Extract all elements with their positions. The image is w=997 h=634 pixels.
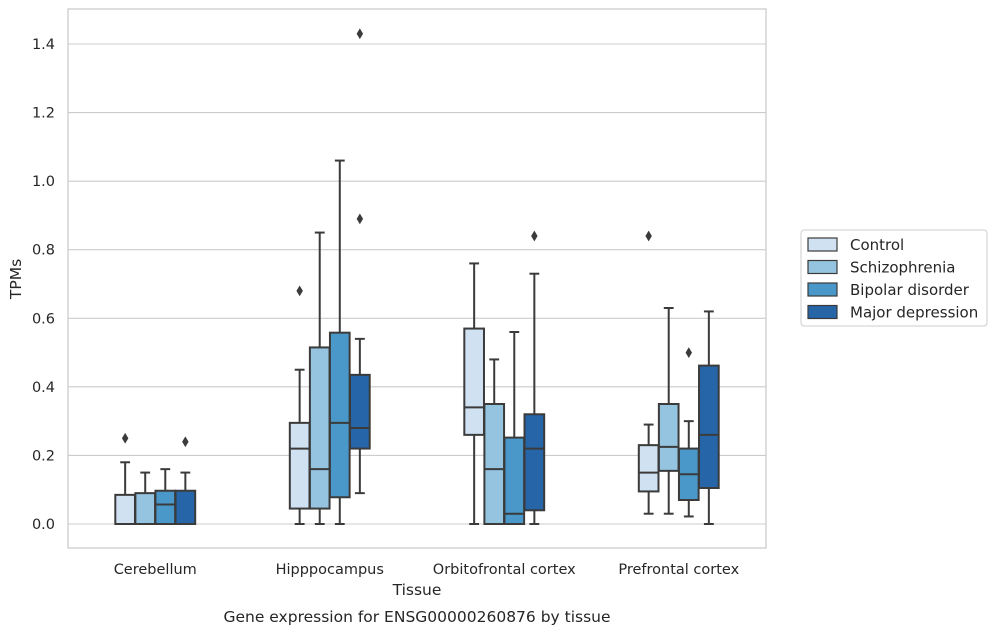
boxes <box>114 28 720 526</box>
gridlines <box>68 43 766 525</box>
box-major-depression <box>174 436 197 525</box>
x-tick-labels: Cerebellum Hipppocampus Orbitofrontal cort… <box>114 562 740 578</box>
y-tick-label: 1.4 <box>32 37 55 53</box>
outlier-point <box>356 28 364 40</box>
box-control <box>463 262 485 525</box>
legend-swatch <box>807 237 838 252</box>
y-tick-label: 0.8 <box>32 243 55 259</box>
y-tick-label: 0.6 <box>32 311 55 327</box>
box-schizophrenia <box>134 471 157 525</box>
iqr-box <box>523 413 546 512</box>
legend-swatch <box>807 259 838 275</box>
box-schizophrenia <box>657 307 680 515</box>
legend-entry: Bipolar disorder <box>807 281 970 299</box>
y-tick-label: 1.2 <box>32 106 55 122</box>
box-major-depression <box>349 28 371 495</box>
box-bipolar-disorder <box>154 468 177 525</box>
iqr-box <box>134 492 157 525</box>
box-control <box>637 230 660 515</box>
y-tick-labels: 0.0 0.2 0.4 0.6 0.8 1.0 1.2 1.4 <box>32 37 55 533</box>
legend: Control Schizophrenia Bipolar disorder Majo… <box>800 229 988 327</box>
y-axis-label: TPMs <box>7 259 25 300</box>
iqr-box <box>698 364 720 490</box>
iqr-box <box>463 327 485 436</box>
y-tick-label: 1.0 <box>32 174 55 190</box>
legend-entry: Schizophrenia <box>807 259 955 277</box>
iqr-box <box>288 421 311 510</box>
iqr-box <box>657 403 680 472</box>
legend-label: Control <box>850 236 904 254</box>
outlier-point <box>645 230 652 242</box>
legend-entry: Control <box>807 236 904 254</box>
iqr-box <box>328 331 351 499</box>
legend-label: Bipolar disorder <box>850 281 970 299</box>
box-bipolar-disorder <box>328 159 351 525</box>
outlier-point <box>182 436 189 448</box>
box-bipolar-disorder <box>503 331 526 526</box>
box-schizophrenia <box>308 231 331 525</box>
x-tick-label: Prefrontal cortex <box>618 562 739 578</box>
legend-frame <box>800 229 988 327</box>
outlier-point <box>531 230 538 242</box>
chart-caption: Gene expression for ENSG00000260876 by t… <box>223 608 610 626</box>
plot-frame <box>67 8 767 549</box>
iqr-box <box>349 373 371 450</box>
iqr-box <box>503 436 526 526</box>
box-major-depression <box>698 310 720 525</box>
iqr-box <box>637 444 660 493</box>
box-schizophrenia <box>483 358 506 525</box>
box-control <box>114 432 136 526</box>
iqr-box <box>154 489 177 525</box>
legend-entry: Major depression <box>807 304 978 322</box>
iqr-box <box>308 346 331 510</box>
x-tick-label: Orbitofrontal cortex <box>433 562 576 578</box>
x-tick-label: Cerebellum <box>114 562 197 578</box>
iqr-box <box>483 403 506 525</box>
iqr-box <box>174 489 197 525</box>
legend-label: Schizophrenia <box>850 259 955 277</box>
x-tick-label: Hipppocampus <box>276 562 384 578</box>
y-tick-label: 0.0 <box>32 517 55 533</box>
outlier-point <box>356 213 364 225</box>
legend-swatch <box>807 282 838 297</box>
legend-label: Major depression <box>850 304 978 322</box>
box-bipolar-disorder <box>677 347 700 518</box>
outlier-point <box>685 347 693 358</box>
outlier-point <box>121 432 129 444</box>
legend-swatch <box>807 304 838 320</box>
box-control <box>288 285 311 525</box>
box-major-depression <box>523 230 546 525</box>
iqr-box <box>114 493 136 526</box>
y-tick-label: 0.2 <box>32 448 55 464</box>
x-axis-label: Tissue <box>392 581 442 599</box>
y-tick-label: 0.4 <box>32 380 55 396</box>
outlier-point <box>296 285 303 297</box>
